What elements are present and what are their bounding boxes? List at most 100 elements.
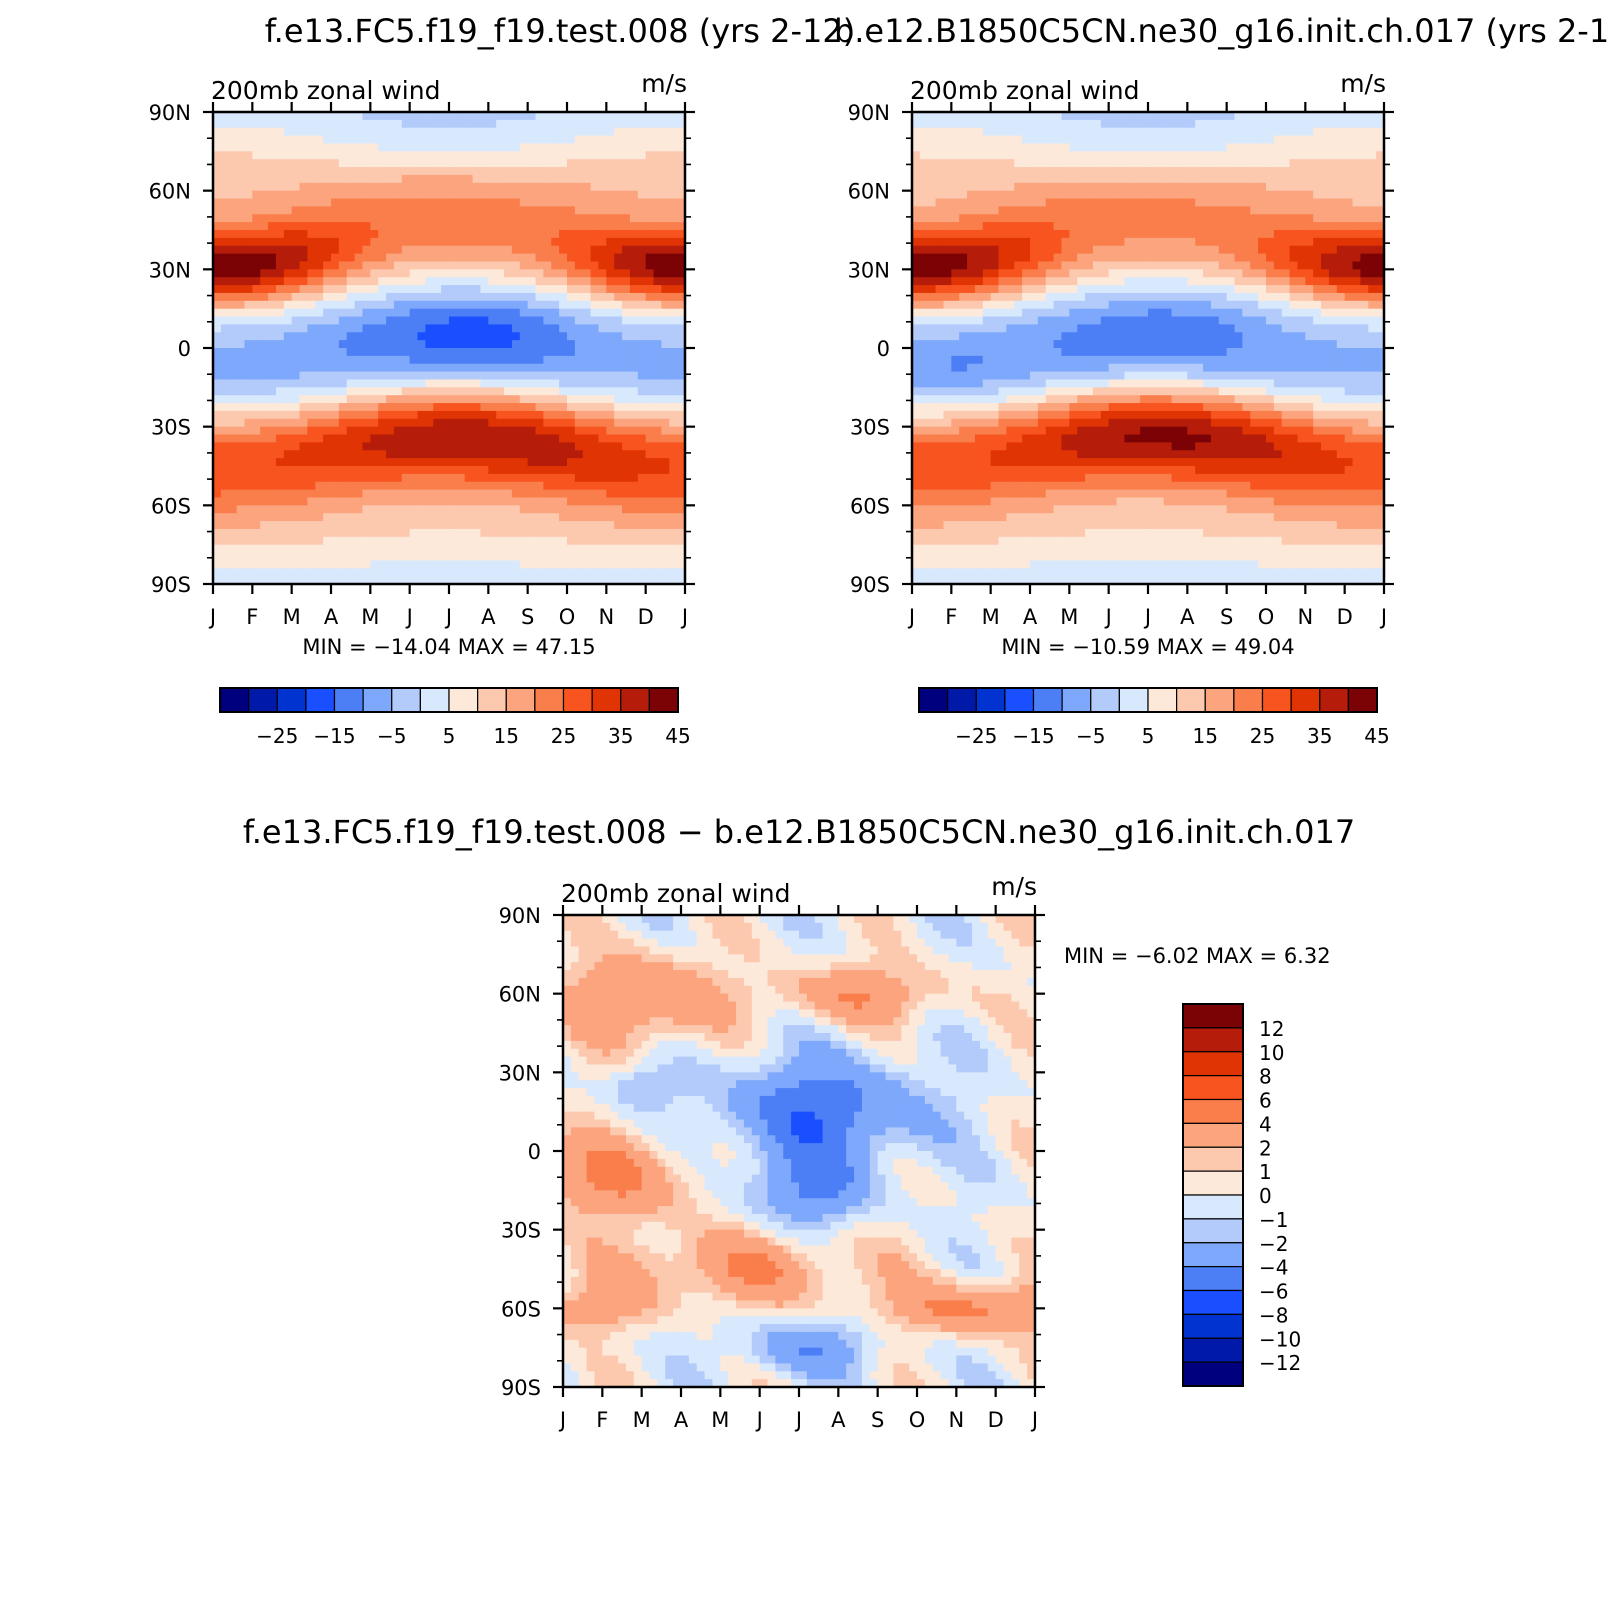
contour-cell <box>354 261 364 270</box>
contour-cell <box>268 410 277 420</box>
contour-cell <box>260 190 269 200</box>
contour-cell <box>323 237 332 247</box>
contour-cell <box>417 277 426 286</box>
contour-cell <box>456 308 466 318</box>
contour-cell <box>449 560 458 569</box>
contour-cell <box>315 151 324 160</box>
contour-cell <box>935 379 945 388</box>
contour-cell <box>409 568 419 577</box>
contour-cell <box>307 135 316 145</box>
contour-cell <box>543 371 552 381</box>
contour-cell <box>496 528 505 538</box>
contour-cell <box>622 387 631 396</box>
contour-cell <box>943 505 952 514</box>
contour-cell <box>1006 182 1015 192</box>
contour-cell <box>1014 458 1023 467</box>
contour-cell <box>449 473 458 483</box>
contour-cell <box>927 355 937 365</box>
contour-cell <box>456 261 466 270</box>
contour-cell <box>323 222 332 231</box>
contour-cell <box>967 544 976 554</box>
contour-cell <box>338 308 348 318</box>
contour-cell <box>1069 458 1078 467</box>
contour-cell <box>951 316 960 325</box>
contour-cell <box>606 292 615 302</box>
contour-cell <box>472 214 482 223</box>
contour-cell <box>990 261 1000 270</box>
contour-cell <box>959 261 968 270</box>
contour-cell <box>401 214 411 223</box>
contour-cell <box>912 332 921 341</box>
contour-cell <box>378 230 387 239</box>
contour-cell <box>275 143 285 152</box>
contour-cell <box>346 206 356 215</box>
contour-cell <box>614 355 623 365</box>
contour-cell <box>228 332 238 341</box>
contour-cell <box>268 316 277 325</box>
contour-cell <box>315 167 324 176</box>
contour-cell <box>1061 387 1070 396</box>
contour-cell <box>1014 403 1023 412</box>
contour-cell <box>959 285 968 294</box>
contour-cell <box>386 292 395 302</box>
contour-cell <box>1045 489 1055 499</box>
contour-cell <box>433 513 442 522</box>
contour-cell <box>606 426 615 436</box>
contour-cell <box>519 466 529 475</box>
contour-cell <box>1030 269 1039 278</box>
contour-cell <box>323 190 332 200</box>
contour-cell <box>331 521 340 530</box>
contour-cell <box>480 277 489 286</box>
contour-cell <box>425 560 434 569</box>
contour-cell <box>299 410 308 420</box>
contour-cell <box>669 560 678 569</box>
contour-cell <box>967 528 976 538</box>
contour-cell <box>661 481 670 491</box>
contour-cell <box>1006 127 1015 137</box>
contour-cell <box>645 308 655 318</box>
contour-cell <box>228 481 238 491</box>
contour-cell <box>393 324 403 333</box>
contour-cell <box>1037 434 1047 443</box>
contour-cell <box>919 576 929 584</box>
contour-cell <box>951 253 960 263</box>
contour-cell <box>323 174 332 184</box>
contour-cell <box>315 182 324 192</box>
contour-cell <box>959 245 968 255</box>
contour-cell <box>1045 167 1055 176</box>
contour-cell <box>425 135 434 145</box>
contour-cell <box>323 560 332 569</box>
contour-cell <box>386 363 395 373</box>
contour-cell <box>275 418 285 428</box>
contour-cell <box>982 206 992 215</box>
contour-cell <box>912 214 921 223</box>
contour-cell <box>409 489 419 499</box>
contour-cell <box>1006 253 1015 263</box>
contour-cell <box>927 473 937 483</box>
contour-cell <box>472 513 482 522</box>
contour-cell <box>527 324 537 333</box>
contour-cell <box>567 544 576 554</box>
contour-cell <box>669 371 678 381</box>
contour-cell <box>653 348 662 357</box>
contour-cell <box>590 403 600 412</box>
contour-cell <box>919 159 929 168</box>
contour-cell <box>1045 143 1055 152</box>
contour-cell <box>1069 450 1078 459</box>
contour-cell <box>614 466 623 475</box>
contour-cell <box>590 363 600 373</box>
contour-cell <box>441 143 450 152</box>
contour-cell <box>307 489 316 499</box>
contour-cell <box>559 277 568 286</box>
contour-cell <box>1077 182 1086 192</box>
contour-cell <box>1037 222 1047 231</box>
contour-cell <box>291 292 301 302</box>
contour-cell <box>669 434 678 443</box>
contour-cell <box>307 340 316 349</box>
contour-cell <box>346 190 356 200</box>
contour-cell <box>472 151 482 160</box>
contour-cell <box>236 521 246 530</box>
contour-cell <box>346 536 356 546</box>
contour-cell <box>653 473 662 483</box>
contour-cell <box>982 308 992 318</box>
